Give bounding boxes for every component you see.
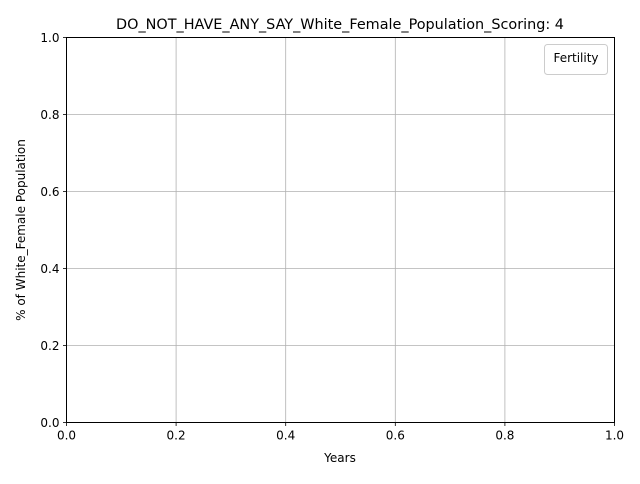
grid (66, 37, 615, 423)
plot-area-frame (66, 37, 615, 423)
y-tick-label: 0.2 (40, 339, 59, 353)
x-tick-label: 0.0 (57, 429, 76, 443)
y-tick-label: 0.6 (40, 185, 59, 199)
x-tick-label: 1.0 (605, 429, 624, 443)
y-tick-label: 0.8 (40, 108, 59, 122)
y-axis-label: % of White_Female Population (14, 139, 28, 321)
x-tick-label: 0.6 (386, 429, 405, 443)
chart-title: DO_NOT_HAVE_ANY_SAY_White_Female_Populat… (116, 17, 564, 33)
y-tick-label: 0.4 (40, 262, 59, 276)
legend: Fertility (544, 44, 608, 75)
x-axis-label: Years (323, 451, 356, 465)
y-tick-label: 0.0 (40, 416, 59, 430)
x-tick-label: 0.8 (495, 429, 514, 443)
x-tick-label: 0.4 (276, 429, 295, 443)
legend-box (544, 44, 608, 75)
x-tick-label: 0.2 (167, 429, 186, 443)
y-axis: 0.0 0.2 0.4 0.6 0.8 1.0 (40, 31, 67, 430)
x-axis: 0.0 0.2 0.4 0.6 0.8 1.0 (57, 422, 624, 443)
legend-title: Fertility (553, 51, 598, 65)
y-tick-label: 1.0 (40, 31, 59, 45)
